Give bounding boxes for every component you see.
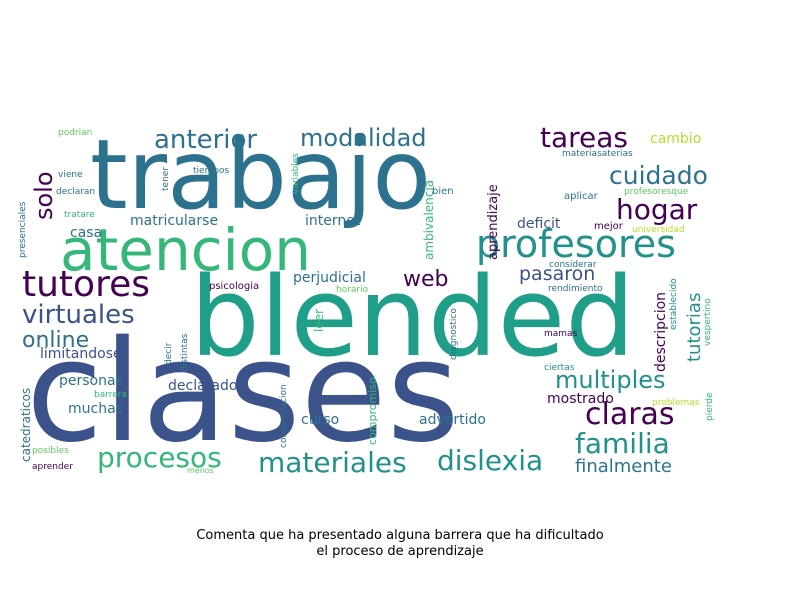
cloud-word-ambivalencia: ambivalencia [422, 180, 436, 260]
cloud-word-diagnostico: diagnostico [449, 308, 459, 360]
cloud-word-claras: claras [585, 397, 675, 432]
cloud-word-materiasaterias: materiasaterias [562, 149, 633, 159]
cloud-word-bien: bien [432, 186, 454, 197]
cloud-word-rendimiento: rendimiento [548, 284, 603, 294]
cloud-word-tiempos: tiempos [193, 166, 230, 176]
cloud-word-distintas: distintas [180, 333, 190, 372]
cloud-word-menos: menos [187, 466, 214, 475]
cloud-word-tutores: tutores [22, 264, 150, 305]
cloud-word-aplicar: aplicar [564, 191, 599, 202]
cloud-word-trabajo: trabajo [90, 119, 431, 231]
cloud-word-variables: variables [291, 153, 301, 194]
cloud-word-viene: viene [58, 170, 83, 180]
cloud-word-pasaron: pasaron [519, 263, 595, 285]
cloud-word-materiales: materiales [258, 446, 407, 479]
cloud-word-profesoresque: profesoresque [624, 187, 689, 197]
cloud-word-pierde: pierde [705, 392, 715, 421]
cloud-word-blended: blended [190, 253, 635, 381]
cloud-word-cuidado: cuidado [609, 161, 708, 190]
cloud-word-procesos: procesos [97, 441, 222, 474]
cloud-word-psicologia: psicologia [209, 281, 259, 292]
caption-line-2: el proceso de aprendizaje [316, 544, 484, 559]
cloud-word-anterior: anterior [154, 125, 257, 155]
cloud-word-internet: internet [305, 213, 361, 229]
cloud-word-atencion: atencion [60, 216, 311, 284]
cloud-word-universidad: universidad [632, 225, 685, 235]
cloud-word-clases: clases [26, 311, 460, 474]
cloud-word-aprender: aprender [32, 462, 73, 472]
cloud-word-cambio: cambio [650, 131, 701, 147]
cloud-word-concentracion: concentracion [279, 384, 289, 448]
cloud-word-presenciales: presenciales [18, 201, 28, 258]
cloud-word-compromiso: compromiso [366, 377, 379, 445]
cloud-word-dislexia: dislexia [437, 444, 543, 477]
cloud-word-modalidad: modalidad [300, 124, 427, 152]
cloud-word-mejor: mejor [594, 221, 624, 232]
cloud-word-advertido: advertido [419, 412, 486, 428]
cloud-word-tutorias: tutorias [684, 293, 705, 362]
cloud-word-casa: casa [70, 225, 102, 241]
cloud-word-vespertino: vespertino [703, 298, 713, 346]
cloud-word-virtuales: virtuales [22, 300, 135, 330]
cloud-word-mostrado: mostrado [547, 391, 614, 407]
cloud-word-limitandose: limitandose [40, 346, 122, 362]
caption-line-1: Comenta que ha presentado alguna barrera… [196, 528, 604, 543]
cloud-word-establecido: establecido [669, 278, 679, 330]
cloud-word-personas: personas [59, 373, 123, 389]
cloud-word-leer: leer [312, 309, 326, 332]
cloud-word-perjudicial: perjudicial [293, 270, 366, 286]
cloud-word-muchas: muchas [68, 401, 123, 417]
cloud-word-mamas: mamas [544, 329, 578, 339]
cloud-word-tareas: tareas [540, 121, 628, 154]
cloud-word-aprendizaje: aprendizaje [486, 184, 501, 260]
cloud-word-hogar: hogar [616, 193, 698, 226]
cloud-word-tratare: tratare [64, 210, 95, 220]
cloud-word-horario: horario [336, 285, 369, 295]
cloud-word-curso: curso [301, 412, 339, 428]
cloud-word-tener: tener [161, 167, 171, 191]
cloud-word-podrian: podrian [58, 128, 92, 138]
cloud-word-decir: decir [164, 342, 174, 365]
cloud-word-multiples: multiples [555, 366, 666, 394]
cloud-word-solo: solo [30, 171, 58, 220]
cloud-word-deficit: deficit [517, 216, 561, 232]
cloud-word-declaran: declaran [56, 187, 95, 197]
cloud-word-web: web [403, 267, 449, 292]
cloud-word-ciertas: ciertas [544, 363, 575, 373]
cloud-word-posibles: posibles [32, 446, 69, 456]
cloud-word-descripcion: descripcion [653, 292, 669, 372]
cloud-word-profesores: profesores [476, 222, 676, 266]
cloud-word-matricularse: matricularse [130, 213, 218, 229]
cloud-word-problemas: problemas [652, 398, 700, 408]
figure-caption: Comenta que ha presentado alguna barrera… [0, 528, 800, 560]
cloud-word-familia: familia [575, 427, 670, 460]
cloud-word-finalmente: finalmente [575, 456, 672, 477]
cloud-word-online: online [22, 328, 89, 353]
cloud-word-declarado: declarado [168, 378, 237, 394]
cloud-word-catedraticos: catedraticos [19, 388, 33, 462]
cloud-word-barrera: barrera [94, 390, 127, 400]
cloud-word-considerar: considerar [549, 260, 597, 270]
